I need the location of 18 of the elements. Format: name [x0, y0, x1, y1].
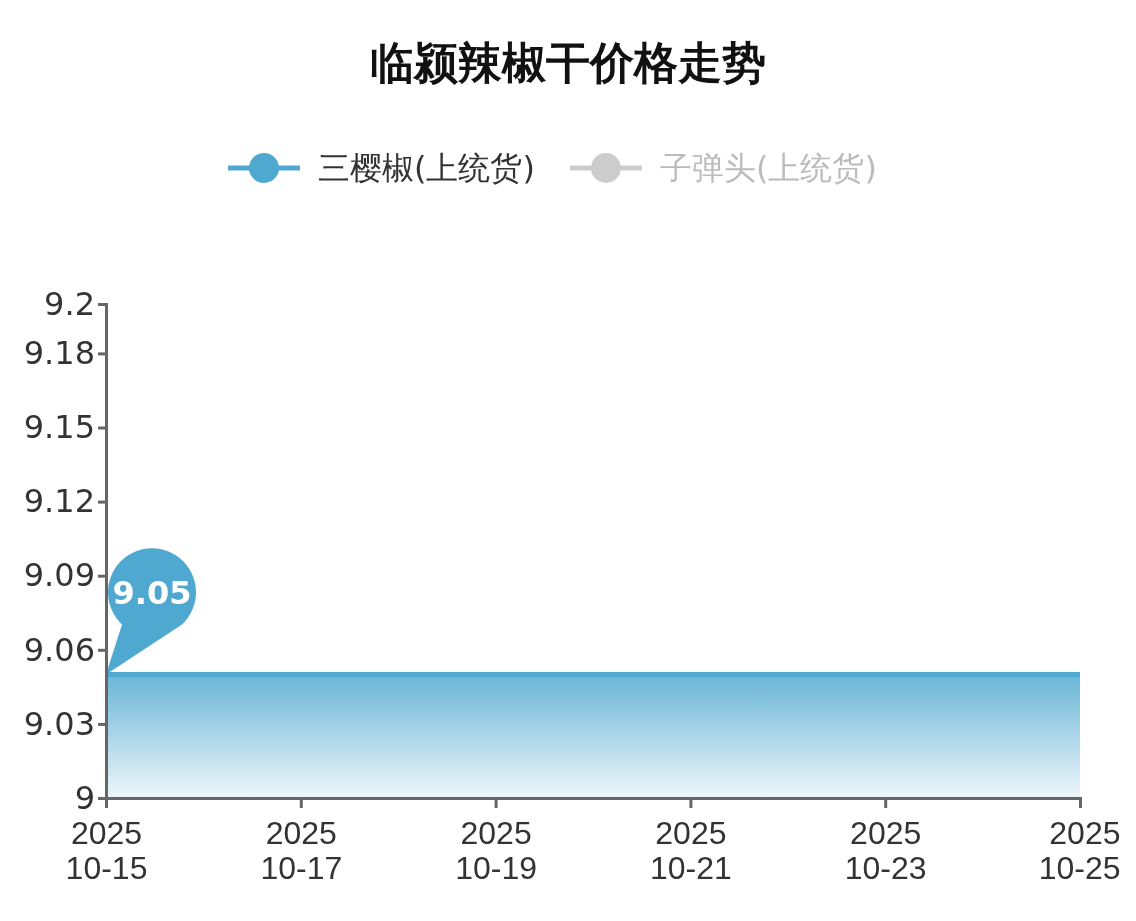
y-tick-label: 9.06: [23, 630, 95, 669]
x-tick-label: 2025 10-23: [844, 815, 927, 887]
x-tick-label: 2025 10-19: [455, 815, 538, 887]
y-tick-label: 9.18: [23, 334, 95, 373]
x-tick-label: 2025 10-15: [65, 815, 148, 887]
y-tick-label: 9.03: [23, 704, 95, 743]
x-tick-label: 2025 10-17: [260, 815, 343, 887]
chart-title: 临颍辣椒干价格走势: [370, 37, 766, 88]
x-tick-label: 2025 10-25: [1038, 815, 1121, 887]
x-tick-label: 2025 10-21: [649, 815, 732, 887]
legend-label: 子弹头(上统货): [659, 149, 877, 187]
legend-label: 三樱椒(上统货): [318, 149, 535, 187]
y-tick-label: 9: [74, 778, 95, 817]
y-tick-label: 9.15: [23, 408, 95, 447]
y-tick-label: 9.12: [23, 482, 95, 521]
data-label: 9.05: [112, 573, 192, 612]
y-tick-label: 9.2: [44, 284, 95, 323]
y-tick-label: 9.09: [23, 556, 95, 595]
